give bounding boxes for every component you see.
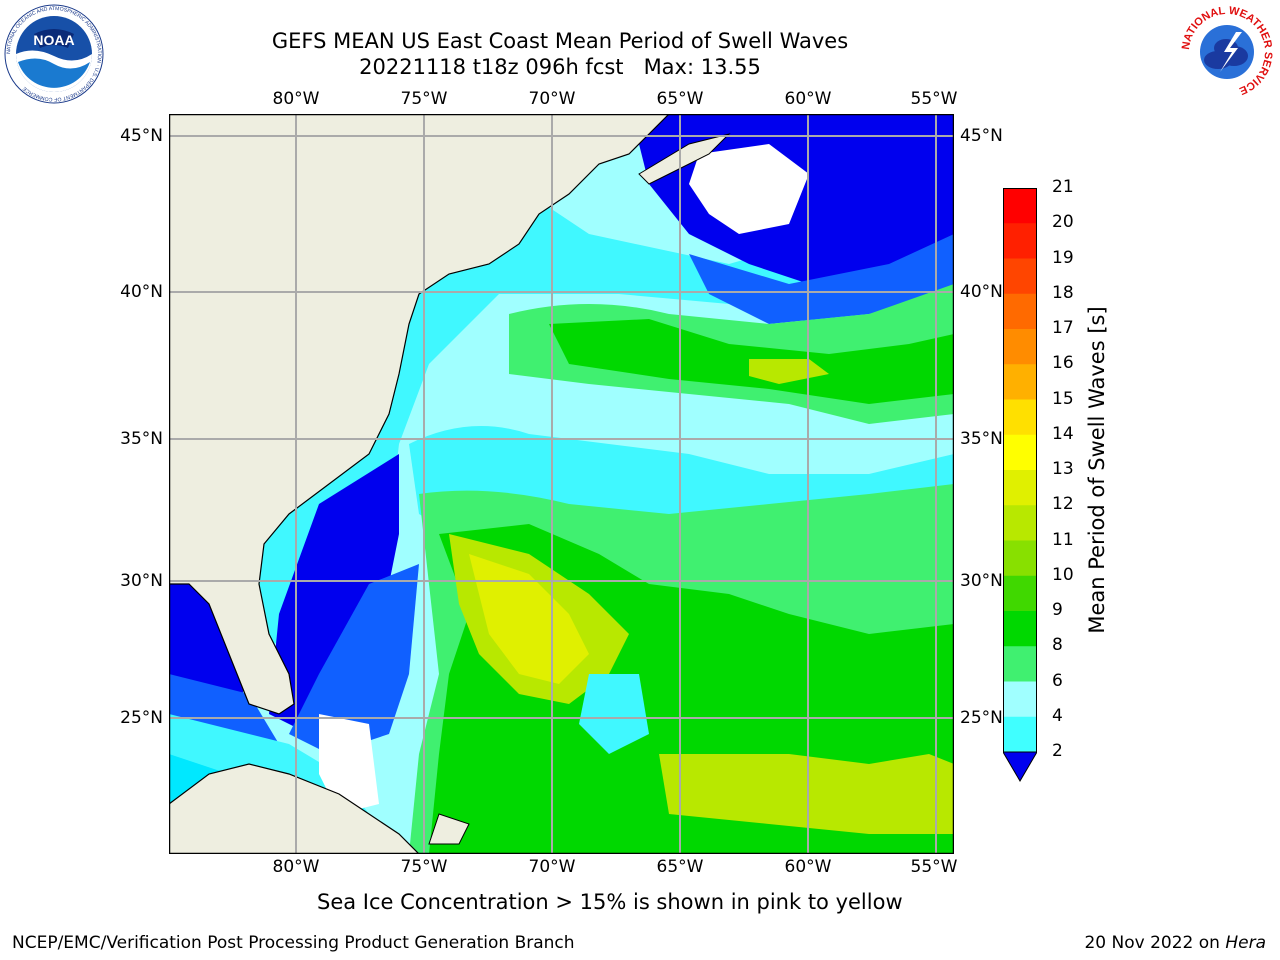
chart-title-line1: GEFS MEAN US East Coast Mean Period of S… (271, 29, 849, 53)
lon-label-top-65w: 65°W (656, 89, 704, 109)
lat-label-right-45n: 45°N (960, 126, 1003, 146)
colorbar-segment (1003, 575, 1037, 612)
colorbar-segment (1003, 611, 1037, 647)
colorbar-tick-label: 4 (1052, 705, 1063, 726)
lat-label-left-45n: 45°N (120, 126, 163, 146)
colorbar-segment (1003, 716, 1037, 753)
lat-label-left-30n: 30°N (120, 571, 163, 591)
nws-logo-icon: NATIONAL WEATHER SERVICE (1180, 5, 1274, 98)
colorbar-title: Mean Period of Swell Waves [s] (1085, 306, 1109, 634)
lon-label-bottom-60w: 60°W (784, 857, 832, 877)
colorbar-segment (1003, 399, 1037, 436)
colorbar-segment (1003, 434, 1037, 471)
lon-label-bottom-75w: 75°W (400, 857, 448, 877)
footer-date: 20 Nov 2022 on Hera (1084, 933, 1266, 953)
colorbar-tick-label: 9 (1052, 600, 1063, 620)
chart-title-line2: 20221118 t18z 096h fcst Max: 13.55 (359, 55, 761, 79)
lat-label-right-40n: 40°N (960, 282, 1003, 302)
colorbar-tick-label: 20 (1052, 212, 1074, 233)
lon-label-top-80w: 80°W (272, 89, 320, 109)
noaa-logo-text: NOAA (33, 32, 74, 48)
colorbar-segment (1003, 470, 1037, 506)
lat-label-left-40n: 40°N (120, 282, 163, 302)
lon-label-top-75w: 75°W (400, 89, 448, 109)
colorbar-tick-label: 8 (1052, 635, 1063, 656)
swell-period-map (169, 114, 954, 854)
colorbar-segment (1003, 364, 1037, 400)
lon-label-bottom-55w: 55°W (910, 857, 958, 877)
colorbar-segment (1003, 329, 1037, 365)
colorbar-tick-label: 6 (1052, 670, 1063, 691)
colorbar-tick-label: 21 (1052, 177, 1074, 197)
colorbar-tick-label: 10 (1052, 564, 1074, 585)
lat-label-left-35n: 35°N (120, 429, 163, 449)
colorbar-tick-label: 2 (1052, 741, 1063, 761)
colorbar-tick-label: 13 (1052, 459, 1074, 479)
colorbar-segment (1003, 258, 1037, 295)
colorbar-tick-label: 17 (1052, 318, 1074, 338)
lon-label-bottom-65w: 65°W (656, 857, 704, 877)
colorbar-segment (1003, 540, 1037, 577)
colorbar-tick-label: 19 (1052, 247, 1074, 268)
colorbar (1003, 188, 1037, 782)
colorbar-segment (1003, 188, 1037, 224)
lon-label-top-60w: 60°W (784, 89, 832, 109)
colorbar-tick-label: 16 (1052, 353, 1074, 374)
colorbar-segment (1003, 293, 1037, 330)
lat-label-left-25n: 25°N (120, 708, 163, 728)
sea-ice-note-text: Sea Ice Concentration > 15% is shown in … (317, 890, 903, 914)
lon-label-top-55w: 55°W (910, 89, 958, 109)
lon-label-bottom-80w: 80°W (272, 857, 320, 877)
lon-label-top-70w: 70°W (528, 89, 576, 109)
footer-date-text: 20 Nov 2022 on (1084, 933, 1226, 953)
lat-label-right-30n: 30°N (960, 571, 1003, 591)
map-graticule (169, 114, 954, 854)
footer-host: Hera (1225, 933, 1266, 953)
lat-label-right-35n: 35°N (960, 429, 1003, 449)
colorbar-segment (1003, 681, 1037, 718)
colorbar-tick-label: 12 (1052, 494, 1074, 515)
map-frame (169, 114, 954, 854)
noaa-logo-icon: NOAA NATIONAL OCEANIC AND ATMOSPHERIC AD… (4, 4, 104, 104)
lat-label-right-25n: 25°N (960, 708, 1003, 728)
lon-label-bottom-70w: 70°W (528, 857, 576, 877)
colorbar-tick-label: 14 (1052, 423, 1074, 444)
colorbar-tick-label: 18 (1052, 282, 1074, 303)
colorbar-segment (1003, 646, 1037, 682)
colorbar-tick-label: 11 (1052, 529, 1074, 550)
colorbar-segment (1003, 223, 1037, 259)
colorbar-segment (1003, 505, 1037, 541)
colorbar-tick-label: 15 (1052, 388, 1074, 409)
footer-credit: NCEP/EMC/Verification Post Processing Pr… (12, 933, 575, 953)
colorbar-extend-arrow (1003, 751, 1037, 782)
